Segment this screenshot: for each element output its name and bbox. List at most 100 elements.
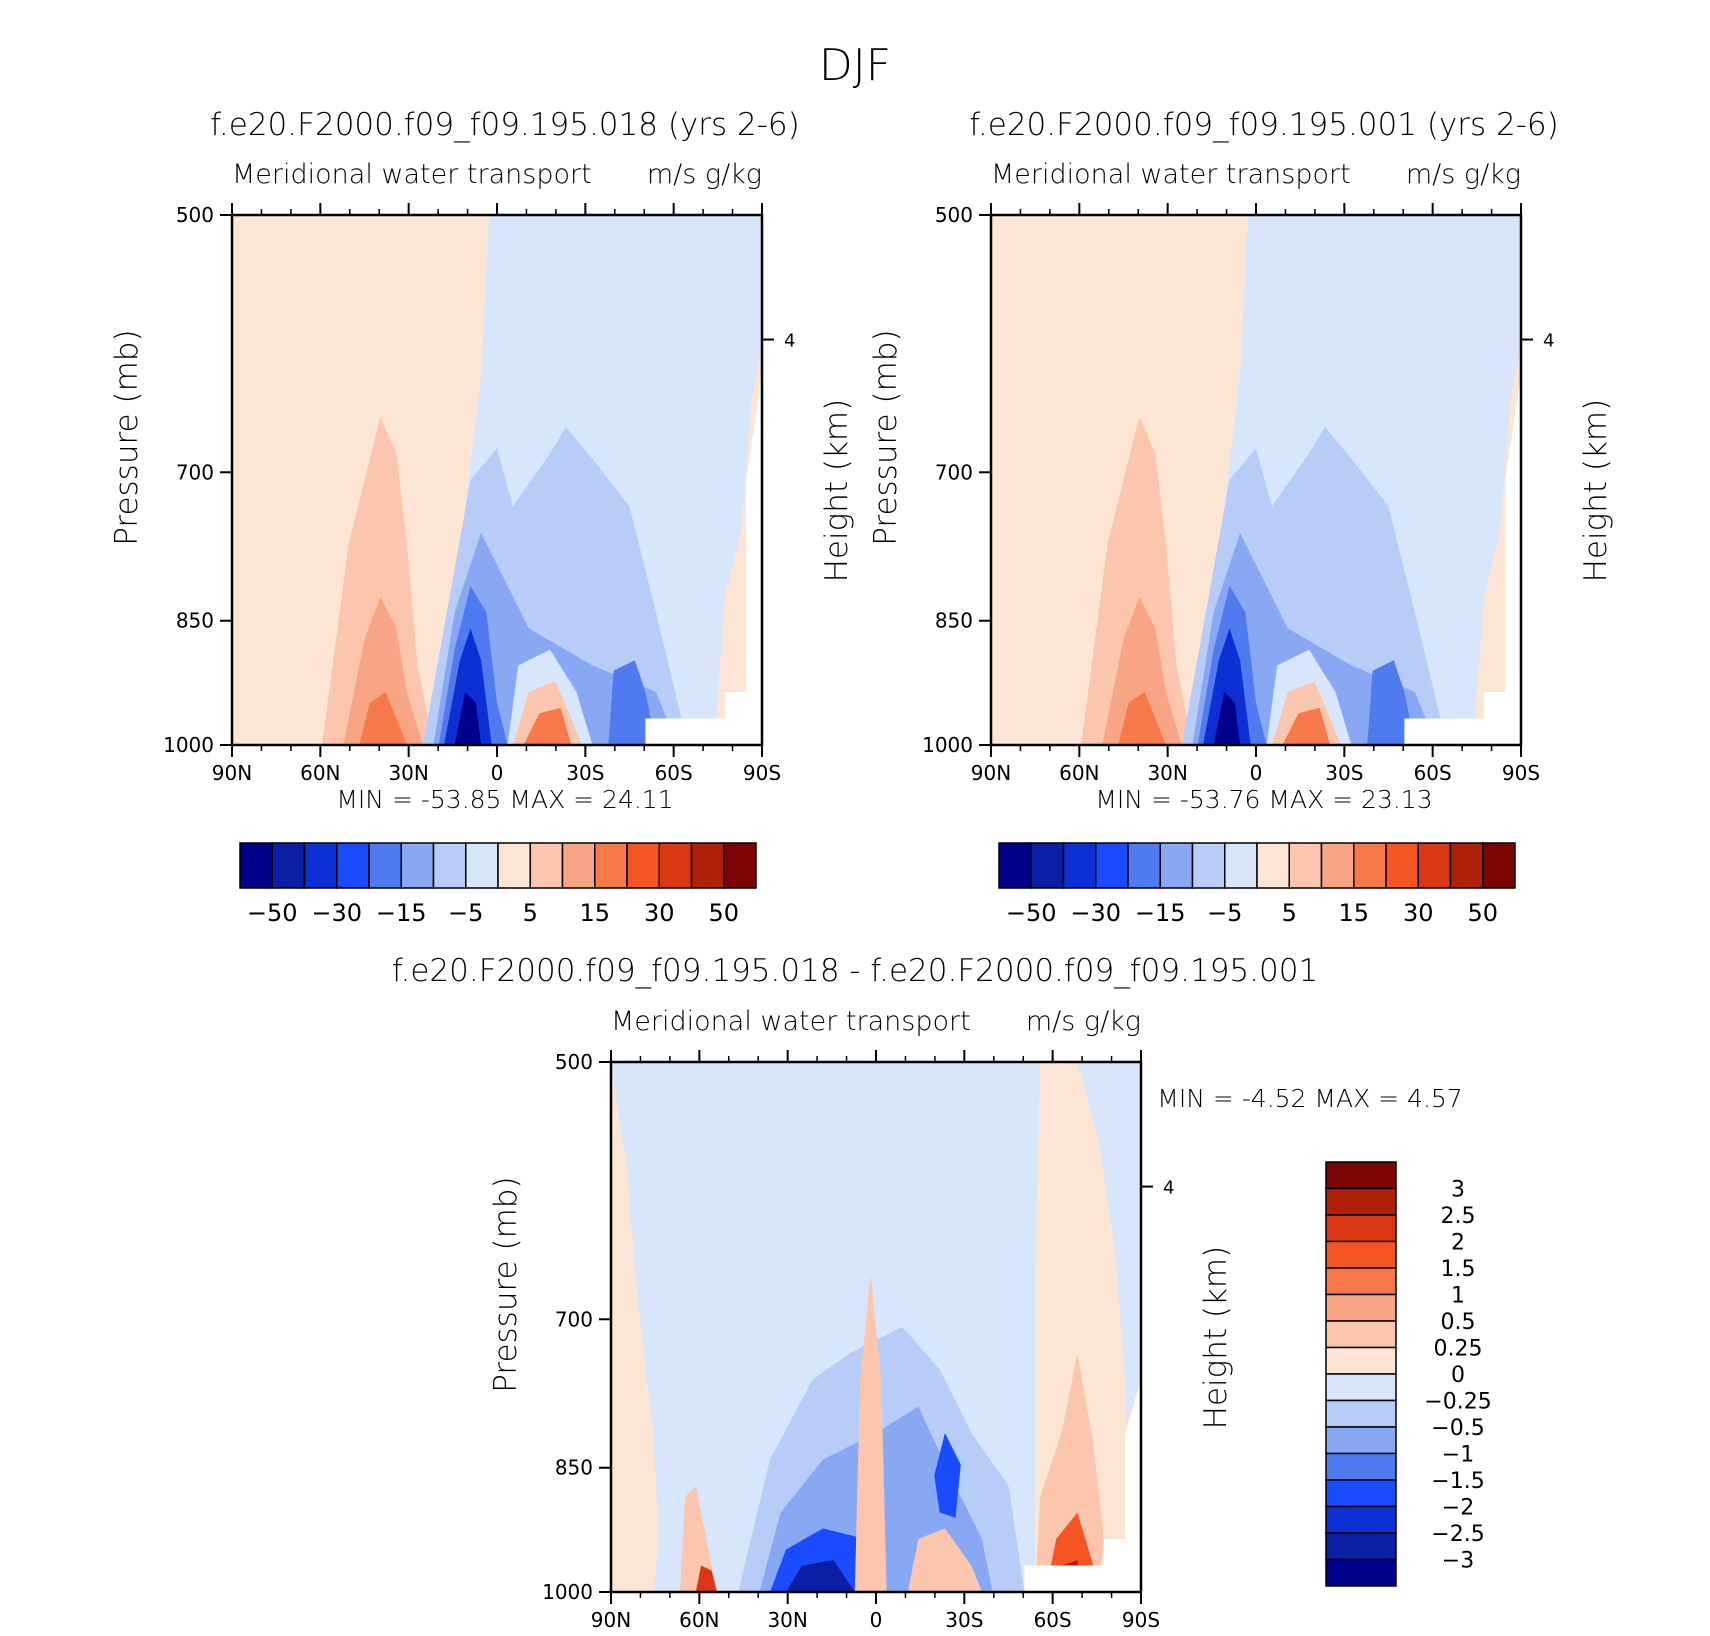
contour-field — [232, 215, 762, 745]
colorbar-tick-label: 50 — [708, 899, 739, 927]
colorbar-swatch — [1288, 842, 1323, 889]
panel-case1: f.e20.F2000.f09_f09.195.018 (yrs 2-6) Mer… — [109, 107, 855, 927]
x-tick-label: 60S — [1414, 761, 1452, 785]
min-max-readout: MIN = -53.76 MAX = 23.13 — [1095, 785, 1432, 814]
right-axis-label: Height (km) — [1198, 1246, 1234, 1430]
y-tick-label: 850 — [176, 609, 214, 633]
colorbar-swatch — [626, 842, 660, 889]
contour-region-positive-core — [1118, 692, 1166, 745]
x-tick-label: 60N — [679, 1608, 719, 1632]
contour-region-equator-positive — [854, 1274, 887, 1592]
colorbar-tick-label: −1.5 — [1431, 1469, 1484, 1494]
colorbar-swatch — [1325, 1558, 1397, 1587]
colorbar-swatch — [1325, 1320, 1397, 1349]
page-title: DJF — [819, 40, 891, 91]
colorbar-tick-label: 5 — [1282, 899, 1297, 927]
colorbar-tick-label: 5 — [523, 899, 538, 927]
colorbar-tick-label: 0.5 — [1441, 1310, 1476, 1335]
colorbar-swatch — [1325, 1346, 1397, 1375]
colorbar-swatch — [658, 842, 693, 889]
colorbar-swatch — [432, 842, 467, 889]
colorbar-swatch — [1325, 1479, 1397, 1508]
contour-region-tropical-negative-core — [785, 1560, 855, 1592]
panel-subtitle-left: Meridional water transport — [232, 159, 592, 190]
colorbar-swatch — [1062, 842, 1097, 889]
contour-region-sh-negative-cell — [1367, 660, 1415, 745]
colorbar-tick-label: 2.5 — [1441, 1204, 1476, 1229]
contour-region-positive-lobe — [1081, 416, 1193, 745]
y-tick-label: 500 — [935, 203, 973, 227]
y-axis-label: Pressure (mb) — [488, 1176, 524, 1392]
colorbar-tick-label: 15 — [1338, 899, 1369, 927]
colorbar-tick-label: −2.5 — [1431, 1522, 1484, 1547]
colorbar-swatch — [723, 842, 757, 889]
y-tick-label: 700 — [935, 460, 973, 484]
contour-region-sh-core — [523, 707, 572, 745]
panel-title: f.e20.F2000.f09_f09.195.018 (yrs 2-6) — [210, 107, 800, 143]
colorbar-swatch — [1385, 842, 1419, 889]
colorbar-tick-label: −5 — [448, 899, 483, 927]
y-tick-label: 500 — [176, 203, 214, 227]
colorbar-tick-label: 30 — [1403, 899, 1434, 927]
x-tick-label: 60N — [300, 761, 340, 785]
max-value: 23.13 — [1361, 785, 1433, 814]
contour-region-southern-negative-cell — [934, 1433, 961, 1518]
x-tick-label: 60N — [1059, 761, 1099, 785]
y-tick-label: 1000 — [163, 733, 214, 757]
colorbar-tick-label: −2 — [1442, 1496, 1474, 1521]
colorbar-tick-label: −50 — [247, 899, 298, 927]
panel-subtitle-left: Meridional water transport — [611, 1006, 971, 1037]
panel-case2: f.e20.F2000.f09_f09.195.001 (yrs 2-6) Mer… — [868, 107, 1614, 927]
max-label: MAX = — [1314, 1084, 1407, 1113]
x-tick-label: 90S — [1502, 761, 1540, 785]
x-tick-label: 90S — [1122, 1608, 1160, 1632]
x-tick-label: 30N — [1147, 761, 1187, 785]
colorbar-swatch — [239, 842, 273, 889]
colorbar-swatch — [1449, 842, 1484, 889]
colorbar-tick-label: 15 — [579, 899, 610, 927]
colorbar-tick-label: −1 — [1442, 1443, 1474, 1468]
colorbar-swatch — [594, 842, 628, 889]
x-tick-label: 60S — [655, 761, 693, 785]
contour-region-30s-positive — [907, 1528, 982, 1592]
y-tick-label: 700 — [176, 460, 214, 484]
panel-difference: f.e20.F2000.f09_f09.195.018 - f.e20.F200… — [392, 953, 1492, 1632]
colorbar-tick-label: 0.25 — [1434, 1337, 1483, 1362]
colorbar-swatch — [1320, 842, 1355, 889]
colorbar-swatch — [690, 842, 725, 889]
colorbar-tick-label: −15 — [1135, 899, 1186, 927]
contour-region-negative-strong — [1203, 628, 1251, 745]
terrain-mask — [645, 374, 762, 745]
y-tick-label: 500 — [555, 1050, 593, 1074]
right-tick-label: 4 — [784, 331, 795, 352]
colorbar-swatch — [1325, 1505, 1397, 1534]
y-tick-label: 700 — [555, 1307, 593, 1331]
min-label: MIN = — [1157, 1084, 1242, 1113]
contour-region-positive-lobe — [322, 416, 434, 745]
colorbar-tick-label: 1 — [1451, 1284, 1465, 1309]
colorbar-swatch — [998, 842, 1032, 889]
min-label: MIN = — [336, 785, 421, 814]
colorbar-swatch — [1224, 842, 1258, 889]
colorbar-swatch — [1030, 842, 1065, 889]
contour-region-positive-lobe-inner — [343, 596, 423, 745]
colorbar-swatch — [1325, 1187, 1397, 1216]
colorbar-swatch — [1417, 842, 1452, 889]
x-tick-label: 30S — [945, 1608, 983, 1632]
colorbar-swatch — [1325, 1293, 1397, 1322]
min-value: -53.76 — [1180, 785, 1269, 814]
colorbar-tick-label: 3 — [1451, 1178, 1465, 1203]
contour-region-sh-core — [1282, 707, 1331, 745]
colorbar-swatch — [465, 842, 499, 889]
x-tick-label: 90N — [591, 1608, 631, 1632]
max-label: MAX = — [1268, 785, 1361, 814]
max-value: 24.11 — [602, 785, 674, 814]
panel-title: f.e20.F2000.f09_f09.195.018 - f.e20.F200… — [392, 953, 1318, 989]
colorbar-swatch — [1353, 842, 1387, 889]
colorbar-swatch — [561, 842, 596, 889]
colorbar-tick-label: 50 — [1467, 899, 1498, 927]
colorbar-swatch — [1256, 842, 1290, 889]
colorbar-tick-label: −0.25 — [1424, 1390, 1491, 1415]
y-tick-label: 1000 — [922, 733, 973, 757]
